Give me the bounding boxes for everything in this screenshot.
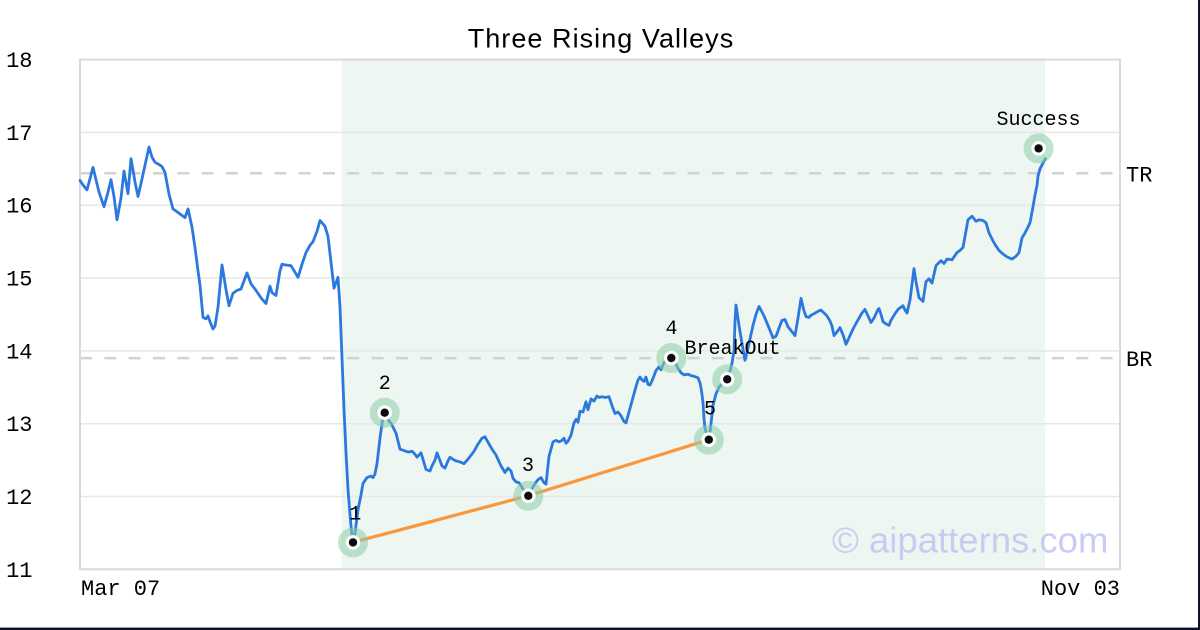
svg-text:4: 4 [665, 318, 677, 341]
svg-text:5: 5 [704, 399, 716, 422]
svg-text:BR: BR [1126, 348, 1152, 373]
svg-text:15: 15 [6, 268, 32, 293]
svg-text:18: 18 [6, 49, 32, 74]
svg-text:2: 2 [379, 373, 391, 396]
svg-text:BreakOut: BreakOut [685, 338, 781, 361]
svg-text:Mar 07: Mar 07 [81, 577, 160, 602]
svg-text:14: 14 [6, 340, 32, 365]
svg-text:Nov 03: Nov 03 [1041, 577, 1120, 602]
svg-text:Success: Success [996, 109, 1080, 132]
svg-text:1: 1 [349, 504, 361, 527]
svg-text:11: 11 [6, 559, 32, 584]
svg-text:Three Rising Valleys: Three Rising Valleys [468, 23, 735, 53]
svg-text:12: 12 [6, 486, 32, 511]
svg-text:TR: TR [1126, 164, 1152, 189]
svg-text:17: 17 [6, 122, 32, 147]
svg-text:© aipatterns.com: © aipatterns.com [832, 520, 1108, 561]
svg-text:13: 13 [6, 413, 32, 438]
svg-text:3: 3 [522, 455, 534, 478]
svg-text:16: 16 [6, 195, 32, 220]
